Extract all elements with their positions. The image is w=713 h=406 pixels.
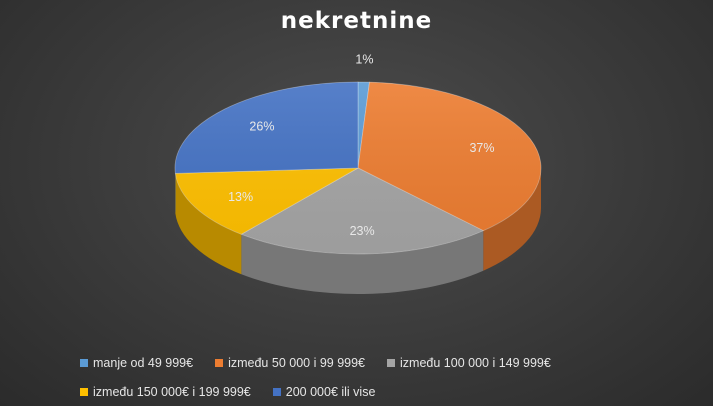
legend-swatch — [272, 387, 281, 396]
legend-swatch — [215, 358, 224, 367]
data-label-izmedu-100-000-i-149-999: 23% — [350, 224, 375, 238]
legend-label: manje od 49 999€ — [93, 355, 194, 370]
data-label-izmedu-50-000-i-99-999: 37% — [469, 141, 494, 155]
data-label-izmedu-150-000-i-199-999: 13% — [228, 190, 253, 204]
legend-swatch — [387, 358, 396, 367]
legend-swatch — [80, 387, 88, 396]
chart-title: nekretnine — [280, 8, 433, 34]
legend-label: 200 000€ ili vise — [285, 384, 376, 399]
data-label-manje-od-49-999: 1% — [355, 53, 373, 67]
pie-wall-izmedu-100-000-i-149-999 — [241, 230, 484, 294]
legend-item-izmedu-100-000-i-149-999[interactable]: između 100 000 i 149 999€ — [387, 356, 551, 370]
legend-label: između 100 000 i 149 999€ — [400, 355, 551, 370]
legend-item-manje-od-49-999[interactable]: manje od 49 999€ — [80, 356, 193, 370]
legend-swatch — [80, 358, 88, 367]
data-label-200-000-ili-vise: 26% — [249, 120, 274, 134]
legend-item-izmedu-150-000-i-199-999[interactable]: između 150 000€ i 199 999€ — [80, 385, 251, 399]
legend-item-200-000-ili-vise[interactable]: 200 000€ ili vise — [272, 384, 376, 399]
legend-item-izmedu-50-000-i-99-999[interactable]: između 50 000 i 99 999€ — [215, 356, 365, 370]
legend-label: između 50 000 i 99 999€ — [228, 355, 366, 370]
legend-label: između 150 000€ i 199 999€ — [93, 384, 251, 399]
legend: manje od 49 999€ između 50 000 i 99 999€ i… — [80, 348, 680, 406]
